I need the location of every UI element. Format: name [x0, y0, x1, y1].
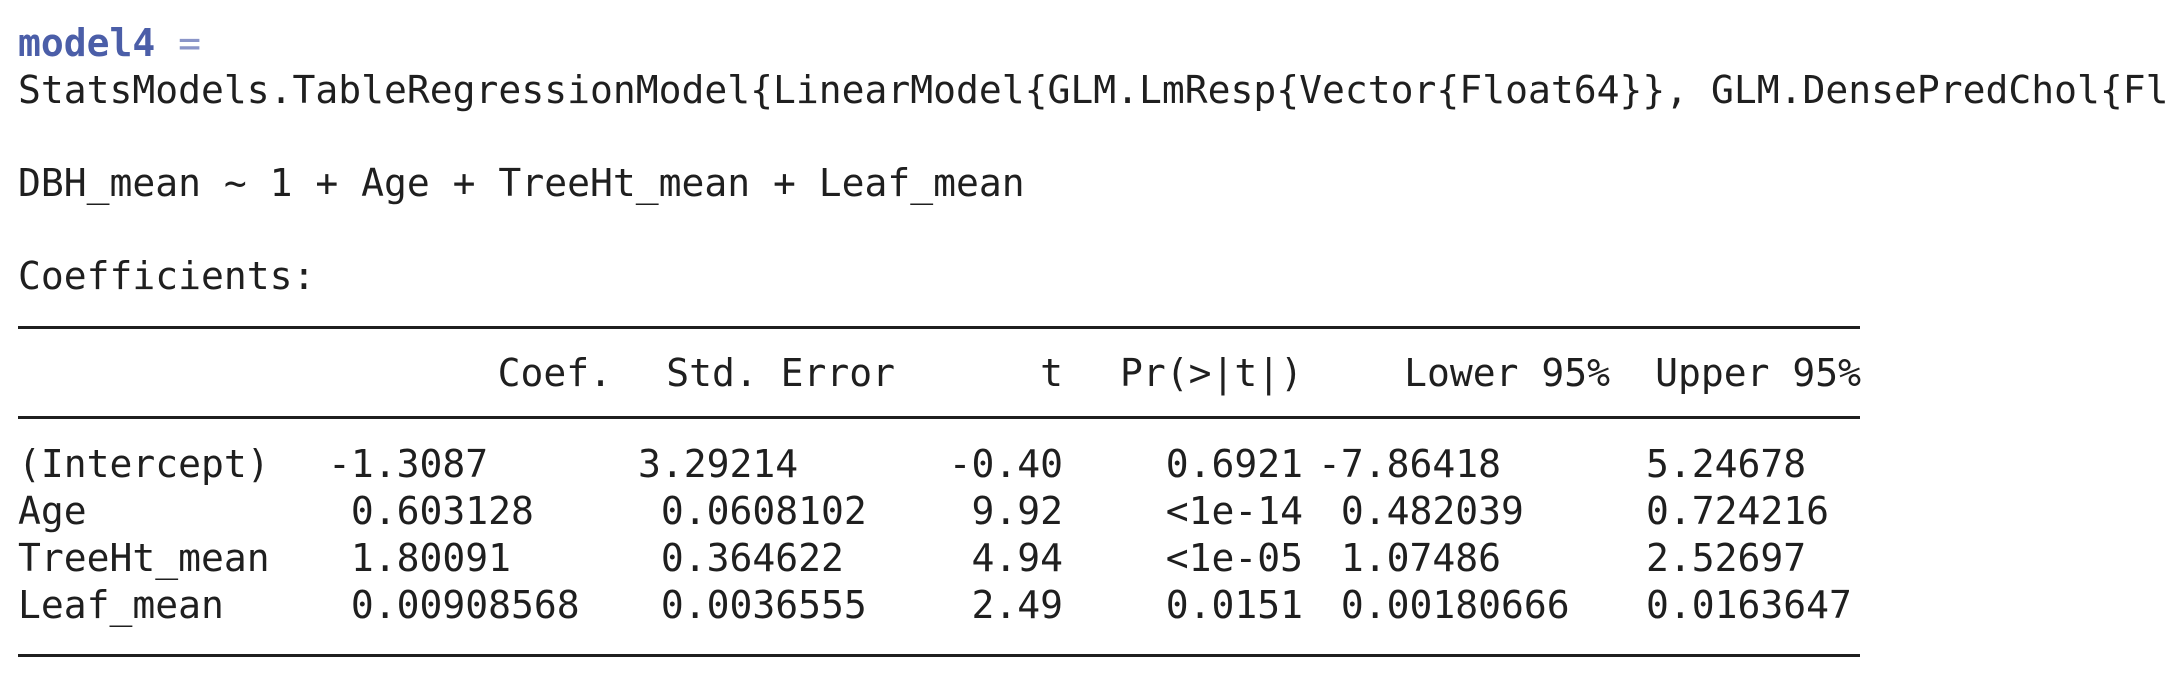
header-t: t — [1040, 351, 1063, 395]
header-coef: Coef. — [497, 351, 612, 395]
header-lower-95: Lower 95% — [1404, 351, 1610, 395]
row-std-error: 0.364622 — [638, 536, 844, 580]
row-name: Age — [18, 489, 87, 533]
row-coef: 1.80091 — [328, 536, 512, 580]
row-lower-95: 0.482039 — [1318, 489, 1524, 533]
row-coef: 0.00908568 — [328, 583, 580, 627]
row-lower-95: -7.86418 — [1318, 442, 1502, 486]
row-upper-95: 0.724216 — [1646, 489, 1830, 533]
header-p-value: Pr(>|t|) — [1119, 351, 1303, 395]
row-t: 4.94 — [971, 536, 1063, 580]
row-coef: 0.603128 — [328, 489, 534, 533]
coefficients-table: Coef. Std. Error t Pr(>|t|) Lower 95% Up… — [18, 20, 1878, 678]
variable-name: model4 — [18, 21, 156, 65]
row-coef: -1.3087 — [328, 442, 489, 486]
header-std-error: Std. Error — [666, 351, 895, 395]
table-header-rule — [18, 416, 1860, 419]
coefficients-label: Coefficients: — [18, 254, 316, 298]
row-p-value: <1e-05 — [1165, 536, 1303, 580]
row-std-error: 3.29214 — [638, 442, 799, 486]
row-t: 9.92 — [971, 489, 1063, 533]
row-p-value: 0.0151 — [1165, 583, 1303, 627]
row-lower-95: 1.07486 — [1318, 536, 1502, 580]
model-type-signature: StatsModels.TableRegressionModel{LinearM… — [18, 68, 2170, 112]
row-name: TreeHt_mean — [18, 536, 270, 580]
row-upper-95: 0.0163647 — [1646, 583, 1852, 627]
assignment-line: model4 = — [18, 20, 201, 66]
row-name: Leaf_mean — [18, 583, 224, 627]
repl-output: model4 = StatsModels.TableRegressionMode… — [18, 20, 2170, 678]
row-name: (Intercept) — [18, 442, 270, 486]
table-bottom-rule — [18, 654, 1860, 657]
row-p-value: 0.6921 — [1165, 442, 1303, 486]
row-upper-95: 5.24678 — [1646, 442, 1807, 486]
row-std-error: 0.0608102 — [638, 489, 867, 533]
model-formula: DBH_mean ~ 1 + Age + TreeHt_mean + Leaf_… — [18, 161, 1025, 205]
row-t: 2.49 — [971, 583, 1063, 627]
header-upper-95: Upper 95% — [1655, 351, 1861, 395]
table-top-rule — [18, 326, 1860, 329]
row-p-value: <1e-14 — [1165, 489, 1303, 533]
row-lower-95: 0.00180666 — [1318, 583, 1570, 627]
row-t: -0.40 — [948, 442, 1063, 486]
row-std-error: 0.0036555 — [638, 583, 867, 627]
row-upper-95: 2.52697 — [1646, 536, 1807, 580]
equals-sign: = — [178, 21, 202, 65]
